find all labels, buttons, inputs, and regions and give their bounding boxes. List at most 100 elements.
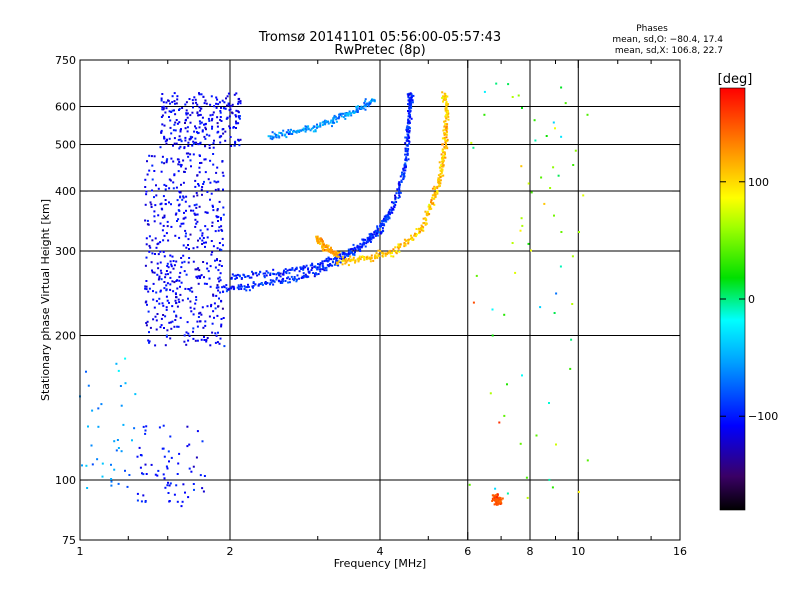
data-point bbox=[200, 121, 203, 124]
data-point bbox=[195, 141, 198, 144]
data-point bbox=[335, 118, 338, 121]
data-point bbox=[279, 272, 282, 275]
data-point bbox=[195, 222, 198, 225]
data-point bbox=[209, 114, 212, 117]
data-point bbox=[376, 234, 379, 237]
data-point bbox=[264, 272, 267, 275]
data-point bbox=[334, 115, 337, 118]
data-point bbox=[153, 220, 156, 223]
data-point bbox=[441, 156, 444, 159]
data-point bbox=[404, 242, 407, 245]
data-point bbox=[326, 246, 329, 249]
data-point bbox=[442, 174, 445, 177]
data-point bbox=[366, 236, 369, 239]
data-point bbox=[282, 129, 285, 132]
data-point bbox=[163, 455, 166, 458]
data-point bbox=[530, 191, 533, 194]
data-point bbox=[96, 458, 99, 461]
data-point bbox=[333, 263, 336, 266]
data-point bbox=[144, 186, 147, 188]
data-point bbox=[195, 268, 198, 271]
data-point bbox=[110, 463, 112, 466]
data-point bbox=[157, 253, 160, 256]
data-point bbox=[381, 220, 384, 222]
data-point bbox=[269, 274, 272, 276]
data-point bbox=[408, 100, 411, 103]
data-point bbox=[199, 142, 202, 145]
data-point bbox=[356, 258, 359, 261]
data-point bbox=[150, 206, 153, 208]
data-point bbox=[177, 158, 180, 161]
data-point bbox=[327, 244, 330, 247]
data-point bbox=[394, 196, 397, 199]
data-point bbox=[163, 124, 166, 127]
data-point bbox=[202, 237, 205, 239]
data-point bbox=[405, 156, 408, 159]
data-point bbox=[407, 112, 410, 115]
data-point bbox=[438, 166, 441, 169]
data-point bbox=[316, 239, 319, 242]
data-point bbox=[211, 322, 214, 325]
data-point bbox=[180, 257, 183, 259]
data-point bbox=[162, 239, 165, 242]
x-tick-label: 4 bbox=[377, 545, 384, 558]
data-point bbox=[441, 162, 444, 165]
data-point bbox=[347, 248, 350, 251]
data-point bbox=[204, 145, 207, 148]
data-point bbox=[188, 248, 190, 250]
data-point bbox=[239, 138, 242, 141]
data-point bbox=[164, 188, 167, 191]
data-point bbox=[233, 274, 236, 277]
data-point bbox=[350, 114, 353, 117]
data-point bbox=[166, 262, 169, 265]
data-point bbox=[202, 490, 205, 493]
data-point bbox=[368, 239, 371, 242]
data-point bbox=[348, 112, 351, 115]
data-point bbox=[444, 120, 447, 123]
data-point bbox=[355, 108, 358, 111]
data-point bbox=[177, 462, 180, 465]
data-point bbox=[343, 257, 346, 260]
data-point bbox=[202, 95, 205, 98]
data-point bbox=[159, 146, 162, 149]
data-point bbox=[220, 228, 223, 231]
data-point bbox=[136, 492, 139, 495]
data-point bbox=[187, 155, 190, 158]
data-point bbox=[203, 282, 206, 285]
data-point bbox=[179, 271, 182, 274]
data-point bbox=[271, 135, 274, 138]
data-point bbox=[191, 290, 194, 293]
data-point bbox=[430, 201, 432, 204]
data-point bbox=[210, 303, 213, 306]
data-point bbox=[188, 98, 191, 100]
data-point bbox=[364, 98, 367, 101]
data-point bbox=[434, 188, 436, 190]
data-point bbox=[154, 315, 157, 318]
data-point bbox=[321, 245, 324, 248]
data-point bbox=[335, 259, 338, 262]
data-point bbox=[237, 138, 240, 141]
data-point bbox=[167, 481, 169, 484]
y-axis-label: Stationary phase Virtual Height [km] bbox=[39, 199, 52, 401]
data-point bbox=[231, 273, 234, 276]
data-point bbox=[176, 95, 179, 98]
data-point bbox=[144, 432, 147, 435]
data-point bbox=[145, 243, 148, 246]
data-point bbox=[148, 169, 151, 172]
data-point bbox=[400, 181, 403, 183]
data-point bbox=[407, 103, 409, 106]
data-point bbox=[211, 225, 214, 227]
data-point bbox=[237, 122, 240, 125]
data-point bbox=[162, 304, 165, 307]
data-point bbox=[441, 143, 444, 146]
data-point bbox=[394, 194, 396, 197]
data-point bbox=[403, 172, 406, 175]
data-point bbox=[201, 239, 204, 242]
data-point bbox=[226, 104, 228, 107]
data-point bbox=[207, 270, 210, 273]
data-point bbox=[164, 140, 167, 143]
data-point bbox=[341, 263, 344, 266]
data-point bbox=[195, 127, 198, 130]
data-point bbox=[493, 503, 496, 506]
data-point bbox=[174, 319, 177, 321]
